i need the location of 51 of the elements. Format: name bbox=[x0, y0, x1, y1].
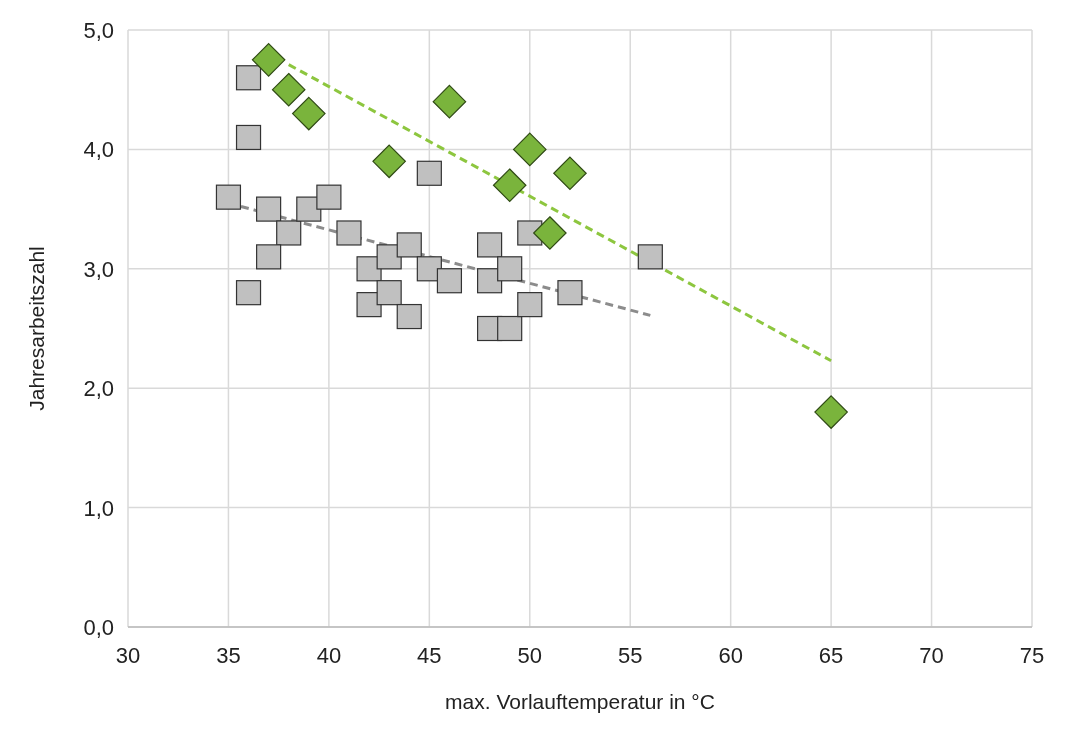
x-axis-title: max. Vorlauftemperatur in °C bbox=[445, 690, 715, 713]
point bbox=[235, 65, 262, 91]
y-tick-label: 0,0 bbox=[83, 615, 114, 640]
point bbox=[271, 72, 306, 107]
point bbox=[235, 124, 262, 151]
point bbox=[396, 232, 422, 258]
point bbox=[396, 303, 422, 330]
point bbox=[292, 96, 326, 131]
point bbox=[497, 315, 523, 342]
point bbox=[235, 280, 262, 306]
point bbox=[432, 84, 467, 119]
y-tick-label: 1,0 bbox=[83, 495, 114, 521]
y-tick-label: 2,0 bbox=[83, 376, 114, 402]
y-tick-label: 4,0 bbox=[83, 137, 114, 163]
point bbox=[512, 132, 547, 167]
point bbox=[215, 184, 242, 210]
point bbox=[376, 244, 402, 270]
point bbox=[276, 220, 302, 246]
point bbox=[372, 144, 406, 179]
point bbox=[492, 168, 527, 203]
point bbox=[533, 216, 567, 250]
point bbox=[316, 184, 342, 210]
point bbox=[356, 256, 382, 282]
point bbox=[497, 256, 523, 282]
point bbox=[517, 292, 543, 318]
x-tick-label: 50 bbox=[517, 643, 543, 668]
x-tick-label: 30 bbox=[115, 643, 141, 668]
point bbox=[436, 268, 463, 294]
point bbox=[256, 244, 282, 270]
point bbox=[251, 43, 286, 77]
y-tick-label: 5,0 bbox=[83, 18, 114, 43]
x-tick-label: 70 bbox=[919, 643, 944, 668]
x-tick-label: 45 bbox=[417, 643, 442, 668]
point bbox=[356, 292, 382, 318]
point bbox=[477, 232, 503, 258]
point bbox=[814, 395, 848, 429]
point bbox=[256, 196, 282, 222]
x-tick-label: 60 bbox=[718, 643, 743, 668]
point bbox=[336, 220, 362, 246]
point bbox=[376, 280, 402, 306]
x-tick-label: 75 bbox=[1019, 643, 1045, 668]
x-tick-label: 40 bbox=[316, 643, 342, 668]
y-tick-label: 3,0 bbox=[83, 256, 114, 282]
point bbox=[637, 244, 663, 270]
point bbox=[557, 280, 583, 306]
point bbox=[416, 160, 442, 186]
point bbox=[553, 156, 587, 191]
x-tick-label: 55 bbox=[617, 643, 643, 668]
x-tick-label: 35 bbox=[216, 643, 241, 668]
x-tick-label: 65 bbox=[818, 643, 844, 668]
y-axis-title: Jahresarbeitszahl bbox=[25, 246, 48, 411]
